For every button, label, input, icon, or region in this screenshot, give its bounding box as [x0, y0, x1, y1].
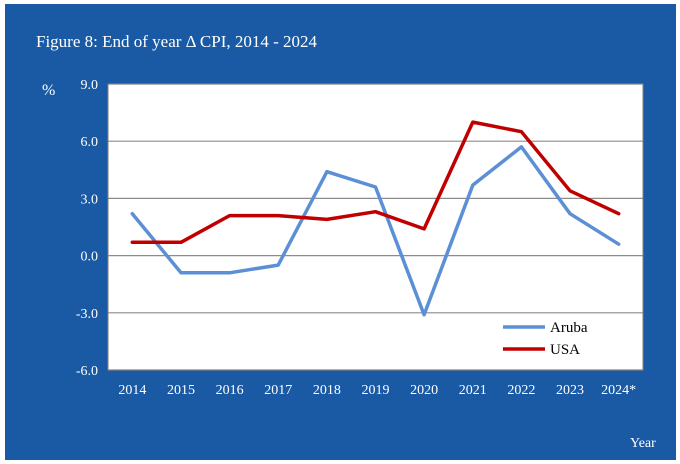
x-axis-label: Year	[630, 436, 656, 451]
legend-label-aruba: Aruba	[550, 320, 588, 336]
y-tick-label: 3.0	[81, 192, 99, 207]
y-tick-label: 6.0	[81, 135, 99, 150]
legend: Aruba USA	[503, 320, 588, 358]
chart-title: Figure 8: End of year Δ CPI, 2014 - 2024	[36, 32, 318, 51]
x-tick-label: 2019	[362, 383, 390, 398]
x-tick-label: 2015	[167, 383, 195, 398]
y-axis-unit-label: %	[42, 82, 56, 99]
plot-area	[108, 84, 643, 370]
y-tick-labels: 9.0 6.0 3.0 0.0 -3.0 -6.0	[76, 78, 98, 379]
plot-border	[107, 83, 644, 371]
x-tick-label: 2020	[410, 383, 438, 398]
x-tick-label: 2017	[264, 383, 292, 398]
gridlines	[107, 83, 644, 371]
x-tick-label: 2014	[118, 383, 146, 398]
y-tick-label: -6.0	[76, 364, 98, 379]
legend-label-usa: USA	[550, 342, 580, 358]
x-tick-label: 2021	[459, 383, 487, 398]
x-tick-label: 2024*	[601, 383, 636, 398]
x-tick-label: 2022	[507, 383, 535, 398]
chart-figure: Figure 8: End of year Δ CPI, 2014 - 2024…	[5, 4, 676, 460]
x-tick-label: 2023	[556, 383, 584, 398]
x-tick-label: 2016	[216, 383, 244, 398]
y-tick-label: -3.0	[76, 307, 98, 322]
line-chart: 9.06.03.00.0-3.0-6.0 2014 2015 2016 2017 201…	[76, 78, 644, 398]
y-tick-label: 9.0	[81, 78, 99, 93]
x-tick-labels: 2014 2015 2016 2017 2018 2019 2020 2021 2022 2023…	[118, 383, 636, 398]
x-tick-label: 2018	[313, 383, 341, 398]
y-tick-label: 0.0	[81, 250, 99, 265]
series-lines	[130, 120, 621, 317]
